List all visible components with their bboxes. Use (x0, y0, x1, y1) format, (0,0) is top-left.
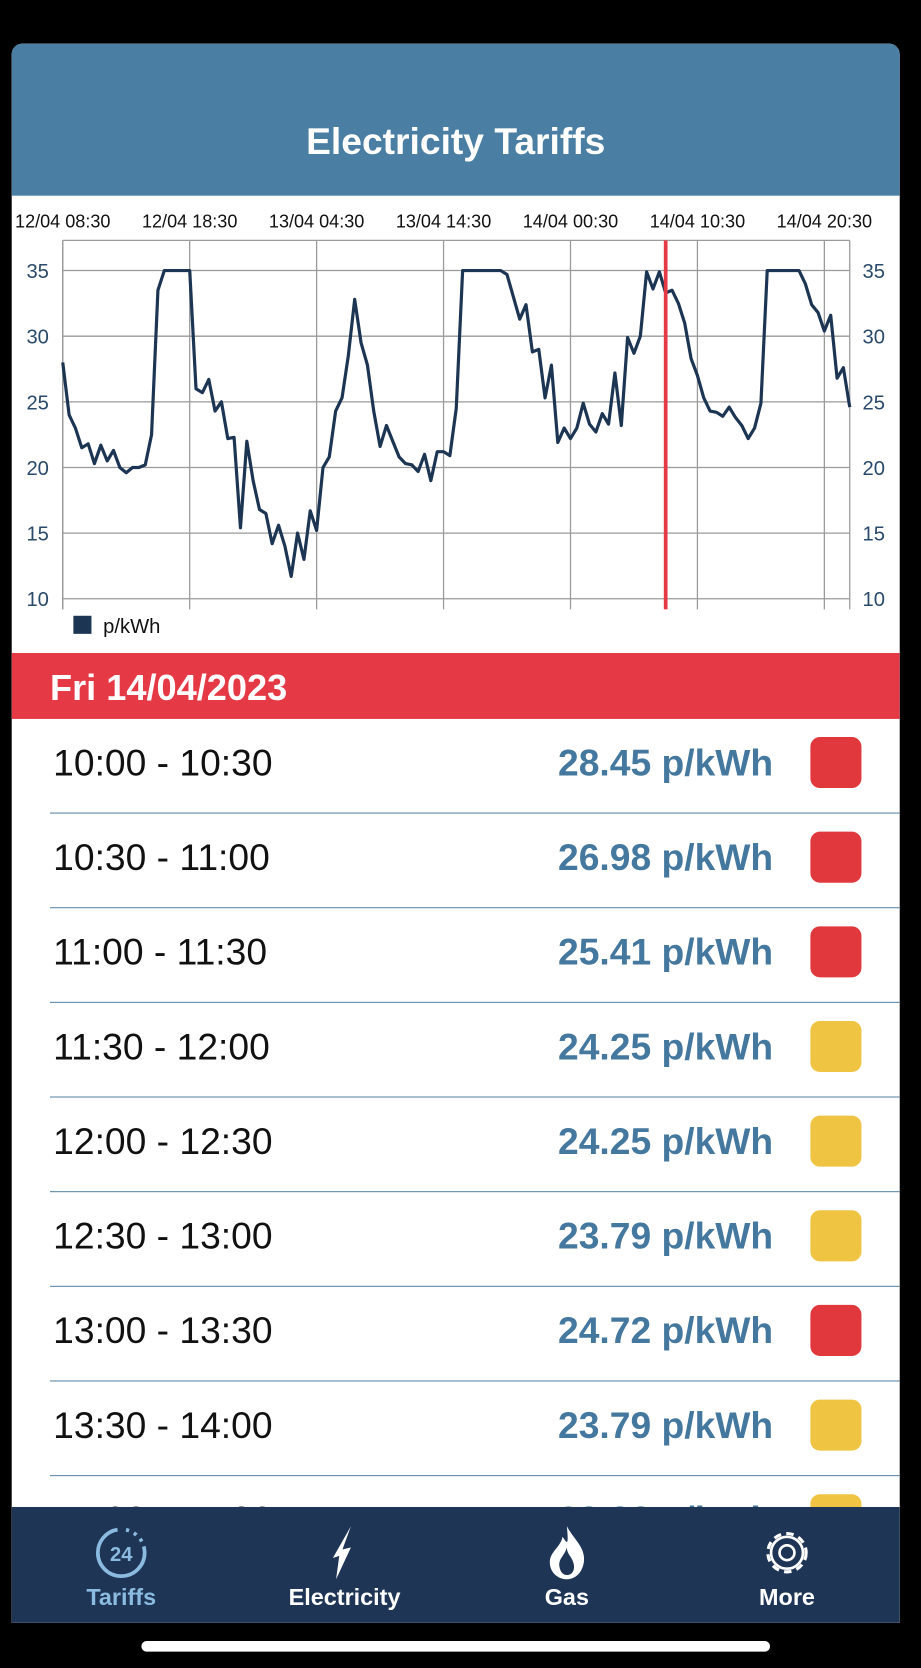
tariff-row[interactable]: 14:00 - 14:30 23.33 p/kWh (12, 1476, 900, 1507)
price-indicator (810, 1210, 862, 1262)
separator (49, 812, 900, 814)
day-header: Fri 14/04/2023 (11, 652, 900, 719)
time-range: 13:00 - 13:30 (53, 1310, 273, 1352)
separator (49, 1285, 900, 1287)
tab-electricity[interactable]: Electricity (259, 1507, 429, 1623)
time-range: 10:30 - 11:00 (53, 836, 270, 879)
time-range: 14:00 - 14:30 (53, 1500, 272, 1507)
x-tick-label: 14/04 20:30 (777, 212, 872, 232)
x-tick-label: 12/04 08:30 (15, 212, 110, 232)
tariff-list[interactable]: 10:00 - 10:30 28.45 p/kWh 10:30 - 11:00 26.… (12, 719, 900, 1507)
home-indicator (141, 1640, 770, 1652)
price: 28.45 p/kWh (558, 742, 774, 784)
separator (49, 1001, 900, 1003)
y2-tick-label: 25 (863, 392, 885, 414)
price-indicator (810, 926, 862, 978)
y2-tick-label: 10 (863, 589, 885, 611)
tab-gas[interactable]: Gas (482, 1507, 652, 1623)
y-tick-label: 20 (26, 458, 48, 480)
tab-label: Electricity (288, 1583, 401, 1611)
gas-icon (549, 1526, 585, 1580)
time-range: 12:00 - 12:30 (53, 1120, 273, 1163)
price: 26.98 p/kWh (558, 836, 774, 879)
price-indicator (810, 831, 862, 883)
time-range: 13:30 - 14:00 (53, 1404, 273, 1447)
price: 23.79 p/kWh (558, 1215, 774, 1258)
x-tick-label: 14/04 00:30 (523, 212, 618, 232)
price-indicator (810, 1494, 862, 1507)
tariff-row[interactable]: 11:00 - 11:30 25.41 p/kWh (12, 908, 900, 1003)
separator (49, 1096, 900, 1098)
y-tick-label: 35 (26, 261, 48, 283)
y-tick-label: 10 (26, 589, 48, 611)
tab-bar: 24 Tariffs Electricity Gas More (11, 1506, 900, 1623)
legend-label: p/kWh (103, 616, 160, 638)
x-tick-label: 13/04 14:30 (396, 212, 491, 232)
app-card: Electricity Tariffs 10 10 15 15 20 20 25 25 30 30… (11, 43, 900, 1623)
tariff-row[interactable]: 12:30 - 13:00 23.79 p/kWh (12, 1192, 900, 1287)
time-range: 12:30 - 13:00 (53, 1215, 273, 1258)
time-range: 10:00 - 10:30 (53, 742, 273, 784)
price-indicator (810, 1115, 862, 1167)
tariff-row[interactable]: 10:00 - 10:30 28.45 p/kWh (12, 719, 900, 814)
price: 24.25 p/kWh (558, 1026, 774, 1068)
time-range: 11:00 - 11:30 (53, 931, 268, 974)
y-tick-label: 25 (26, 392, 48, 414)
price-indicator (810, 1399, 862, 1451)
tariff-row[interactable]: 10:30 - 11:00 26.98 p/kWh (12, 814, 900, 909)
svg-text:24: 24 (110, 1544, 133, 1566)
separator (49, 1191, 900, 1193)
tab-more[interactable]: More (702, 1507, 872, 1623)
tariffs-icon: 24 (95, 1527, 147, 1578)
price-indicator (810, 1020, 862, 1073)
tariff-row[interactable]: 13:00 - 13:30 24.72 p/kWh (12, 1287, 900, 1382)
price: 24.72 p/kWh (558, 1310, 774, 1352)
y-tick-label: 15 (26, 524, 48, 546)
y2-tick-label: 30 (863, 327, 885, 349)
tariff-row[interactable]: 11:30 - 12:00 24.25 p/kWh (12, 1003, 900, 1098)
price: 23.33 p/kWh (558, 1500, 773, 1507)
price: 24.25 p/kWh (558, 1120, 774, 1163)
more-icon (766, 1531, 808, 1574)
tab-label: Gas (544, 1583, 589, 1611)
legend-swatch (73, 615, 92, 634)
chart: 10 10 15 15 20 20 25 25 30 30 35 35 12/04 08:30 12/04… (15, 212, 885, 638)
y2-tick-label: 20 (863, 458, 885, 480)
price-indicator (810, 737, 862, 789)
tariff-row[interactable]: 13:30 - 14:00 23.79 p/kWh (12, 1381, 900, 1477)
x-tick-label: 13/04 04:30 (269, 212, 364, 232)
tab-label: More (759, 1583, 815, 1611)
separator (49, 1380, 900, 1382)
price: 25.41 p/kWh (558, 931, 774, 974)
y-tick-label: 30 (26, 327, 48, 349)
price: 23.79 p/kWh (558, 1404, 774, 1447)
y2-tick-label: 35 (863, 261, 885, 283)
tab-label: Tariffs (86, 1583, 157, 1611)
x-tick-label: 12/04 18:30 (142, 212, 237, 232)
separator (49, 1475, 900, 1477)
series-line (61, 268, 852, 579)
separator (49, 907, 900, 909)
electricity-icon (332, 1526, 351, 1580)
y2-tick-label: 15 (863, 524, 885, 546)
time-range: 11:30 - 12:00 (53, 1026, 270, 1068)
tab-tariffs[interactable]: 24 Tariffs (36, 1507, 206, 1623)
tariff-row[interactable]: 12:00 - 12:30 24.25 p/kWh (12, 1098, 900, 1193)
x-tick-label: 14/04 10:30 (650, 212, 745, 232)
header-title: Electricity Tariffs (11, 43, 900, 196)
price-indicator (810, 1304, 862, 1356)
